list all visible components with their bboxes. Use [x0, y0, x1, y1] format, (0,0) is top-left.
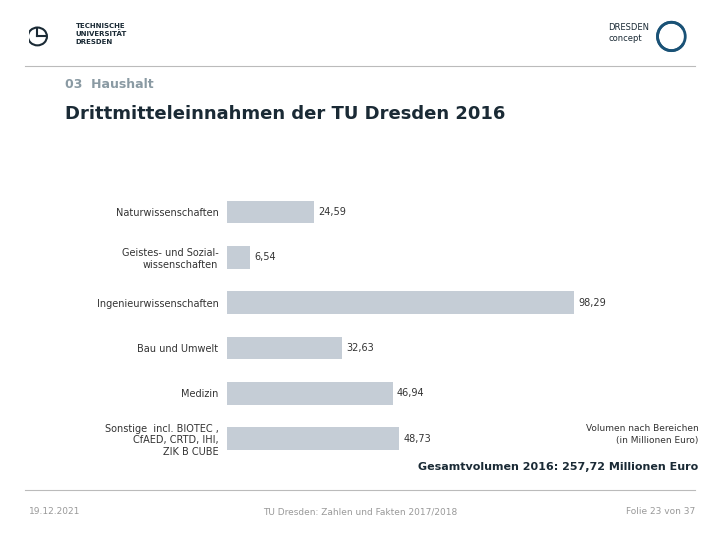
Text: 32,63: 32,63: [346, 343, 374, 353]
Text: 98,29: 98,29: [578, 298, 606, 308]
Bar: [227, 382, 392, 404]
Bar: [227, 201, 314, 224]
Text: Drittmitteleinnahmen der TU Dresden 2016: Drittmitteleinnahmen der TU Dresden 2016: [65, 105, 505, 123]
Bar: [227, 336, 342, 359]
Bar: [227, 292, 574, 314]
Text: 6,54: 6,54: [254, 252, 276, 262]
Text: Volumen nach Bereichen
(in Millionen Euro): Volumen nach Bereichen (in Millionen Eur…: [585, 424, 698, 445]
Text: 03  Haushalt: 03 Haushalt: [65, 78, 153, 91]
Text: Gesamtvolumen 2016: 257,72 Millionen Euro: Gesamtvolumen 2016: 257,72 Millionen Eur…: [418, 462, 698, 472]
Bar: [227, 427, 399, 450]
Text: 19.12.2021: 19.12.2021: [29, 508, 80, 516]
Text: TECHNISCHE
UNIVERSITÄT
DRESDEN: TECHNISCHE UNIVERSITÄT DRESDEN: [76, 23, 127, 45]
Text: 24,59: 24,59: [318, 207, 346, 217]
Text: 46,94: 46,94: [397, 388, 424, 399]
Text: 48,73: 48,73: [403, 434, 431, 443]
Text: Folie 23 von 37: Folie 23 von 37: [626, 508, 695, 516]
Text: TU Dresden: Zahlen und Fakten 2017/2018: TU Dresden: Zahlen und Fakten 2017/2018: [263, 508, 457, 516]
Bar: [227, 246, 250, 269]
Text: DRESDEN
concept: DRESDEN concept: [608, 23, 649, 43]
